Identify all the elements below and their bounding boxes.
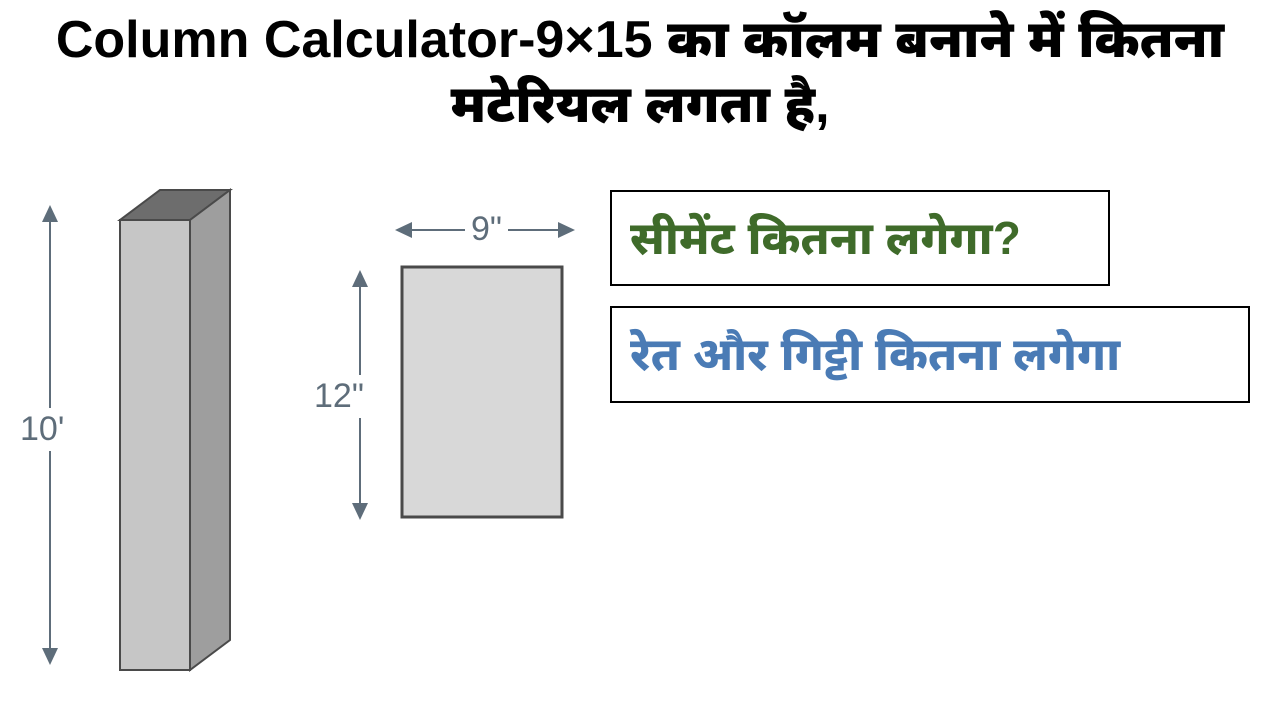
column-front-face bbox=[120, 220, 190, 670]
page-title: Column Calculator-9×15 का कॉलम बनाने में… bbox=[0, 0, 1280, 138]
question-boxes: सीमेंट कितना लगेगा? रेत और गिट्टी कितना … bbox=[610, 190, 1270, 423]
column-side-face bbox=[190, 190, 230, 670]
height-label-3d: 10' bbox=[20, 408, 72, 451]
question-cement: सीमेंट कितना लगेगा? bbox=[610, 190, 1110, 286]
content-area: 10' 9" 12" सीमेंट bbox=[0, 180, 1280, 720]
question-sand-aggregate: रेत और गिट्टी कितना लगेगा bbox=[610, 306, 1250, 402]
column-3d bbox=[90, 180, 260, 680]
column-diagram: 10' 9" 12" bbox=[20, 180, 610, 700]
height-label-2d: 12" bbox=[310, 375, 368, 418]
width-label-2d: 9" bbox=[465, 210, 508, 249]
cross-section-rect bbox=[400, 265, 580, 525]
